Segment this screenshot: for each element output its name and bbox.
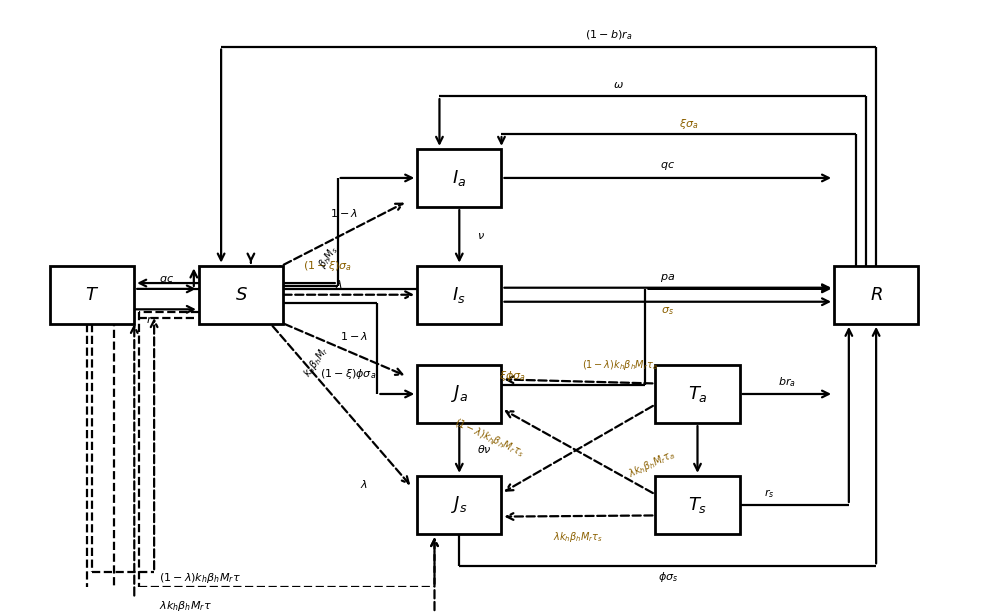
Text: $(1-\xi)\sigma_a$: $(1-\xi)\sigma_a$ — [303, 258, 352, 272]
Text: $br_a$: $br_a$ — [777, 375, 795, 389]
Text: $pa$: $pa$ — [660, 272, 676, 285]
FancyBboxPatch shape — [199, 266, 283, 324]
Text: $T$: $T$ — [85, 286, 99, 304]
Text: $\lambda k_h\beta_h M_r\tau$: $\lambda k_h\beta_h M_r\tau$ — [159, 599, 212, 612]
Text: $(1-\lambda)k_h\beta_h M_r\tau_a$: $(1-\lambda)k_h\beta_h M_r\tau_a$ — [582, 358, 658, 372]
FancyBboxPatch shape — [834, 266, 918, 324]
Text: $\sigma_s$: $\sigma_s$ — [662, 305, 675, 317]
Text: $r_s$: $r_s$ — [764, 487, 774, 499]
Text: $I_s$: $I_s$ — [452, 285, 466, 305]
Text: $k_h\beta_h M_r$: $k_h\beta_h M_r$ — [300, 344, 332, 380]
Text: $J_s$: $J_s$ — [451, 494, 468, 515]
FancyBboxPatch shape — [417, 365, 501, 423]
Text: $T_a$: $T_a$ — [688, 384, 708, 404]
Text: $J_a$: $J_a$ — [451, 384, 468, 405]
Text: $S$: $S$ — [235, 286, 248, 304]
Text: $\theta\nu$: $\theta\nu$ — [477, 444, 492, 455]
FancyBboxPatch shape — [50, 266, 135, 324]
Text: $r$: $r$ — [146, 314, 153, 325]
Text: $(1-\lambda)k_h\beta_h M_r\tau$: $(1-\lambda)k_h\beta_h M_r\tau$ — [159, 571, 241, 585]
Text: $\nu$: $\nu$ — [477, 231, 485, 241]
Text: $\xi\phi\sigma_a$: $\xi\phi\sigma_a$ — [499, 370, 526, 384]
FancyBboxPatch shape — [656, 476, 740, 534]
Text: $1-\lambda$: $1-\lambda$ — [340, 330, 368, 341]
Text: $\lambda k_h\beta_h M_r\tau_a$: $\lambda k_h\beta_h M_r\tau_a$ — [626, 447, 678, 481]
Text: $qc$: $qc$ — [159, 274, 174, 286]
Text: $(1-\xi)\phi\sigma_a$: $(1-\xi)\phi\sigma_a$ — [319, 367, 376, 381]
Text: $\beta_h M_s$: $\beta_h M_s$ — [315, 243, 341, 271]
Text: $\phi\sigma_s$: $\phi\sigma_s$ — [658, 570, 678, 584]
Text: $(1-b)r_a$: $(1-b)r_a$ — [585, 28, 632, 42]
Text: $qc$: $qc$ — [661, 160, 676, 172]
Text: $I_a$: $I_a$ — [452, 168, 466, 188]
FancyBboxPatch shape — [417, 476, 501, 534]
FancyBboxPatch shape — [417, 149, 501, 207]
Text: $\lambda$: $\lambda$ — [335, 278, 343, 290]
Text: $T_s$: $T_s$ — [688, 495, 708, 515]
Text: $(1-\lambda)k_h\beta_h M_r\tau_s$: $(1-\lambda)k_h\beta_h M_r\tau_s$ — [452, 416, 526, 460]
Text: $R$: $R$ — [869, 286, 882, 304]
Text: $\lambda$: $\lambda$ — [360, 479, 368, 490]
Text: $\omega$: $\omega$ — [613, 80, 624, 89]
FancyBboxPatch shape — [656, 365, 740, 423]
Text: $\lambda k_h\beta_h M_r\tau_s$: $\lambda k_h\beta_h M_r\tau_s$ — [553, 530, 604, 544]
Text: $1-\lambda$: $1-\lambda$ — [330, 207, 358, 219]
FancyBboxPatch shape — [417, 266, 501, 324]
Text: $\xi\sigma_a$: $\xi\sigma_a$ — [679, 117, 699, 130]
